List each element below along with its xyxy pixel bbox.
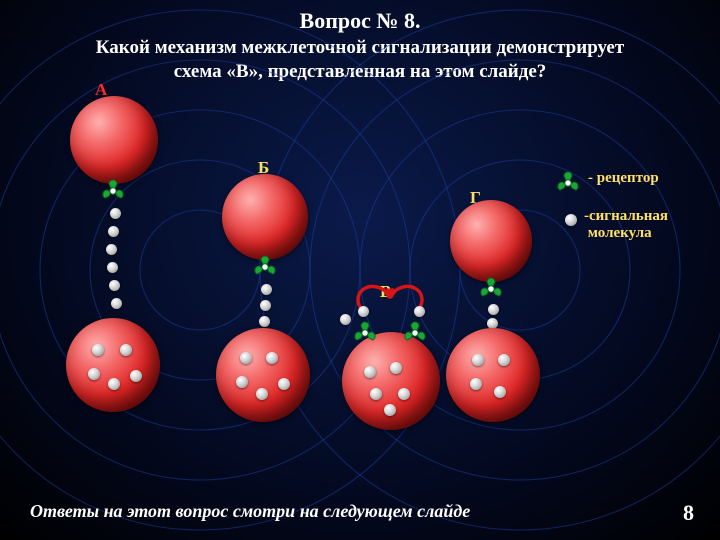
v-inner-mol-2 xyxy=(370,388,382,400)
b-bottom-cell xyxy=(216,328,310,422)
v-inner-mol-1 xyxy=(390,362,402,374)
b-inner-mol-4 xyxy=(278,378,290,390)
a-inner-mol-1 xyxy=(120,344,132,356)
footer-hint: Ответы на этот вопрос смотри на следующе… xyxy=(30,501,470,522)
page-number: 8 xyxy=(683,500,694,526)
b-inner-mol-1 xyxy=(266,352,278,364)
v-inner-mol-3 xyxy=(398,388,410,400)
label-v: В xyxy=(380,282,391,302)
v-top-mol-2 xyxy=(414,306,425,317)
legend-receptor-icon xyxy=(555,170,581,196)
g-inner-mol-2 xyxy=(470,378,482,390)
a-bottom-cell xyxy=(66,318,160,412)
a-trail-mol-2 xyxy=(106,244,117,255)
a-inner-mol-4 xyxy=(130,370,142,382)
b-top-cell xyxy=(222,174,308,260)
v-top-mol-1 xyxy=(358,306,369,317)
a-trail-mol-5 xyxy=(111,298,122,309)
a-trail-mol-4 xyxy=(109,280,120,291)
v-receptor-0 xyxy=(352,320,378,346)
a-trail-mol-0 xyxy=(110,208,121,219)
b-trail-mol-0 xyxy=(261,284,272,295)
v-inner-mol-4 xyxy=(384,404,396,416)
a-inner-mol-3 xyxy=(108,378,120,390)
b-inner-mol-0 xyxy=(240,352,252,364)
a-trail-mol-1 xyxy=(108,226,119,237)
a-receptor xyxy=(100,178,126,204)
a-trail-mol-3 xyxy=(107,262,118,273)
b-trail-mol-1 xyxy=(260,300,271,311)
a-inner-mol-2 xyxy=(88,368,100,380)
a-top-cell xyxy=(70,96,158,184)
a-inner-mol-0 xyxy=(92,344,104,356)
legend-molecule-text: -сигнальная молекула xyxy=(584,208,668,241)
g-receptor xyxy=(478,276,504,302)
legend-receptor-text: - рецептор xyxy=(588,170,659,187)
g-inner-mol-0 xyxy=(472,354,484,366)
b-receptor xyxy=(252,254,278,280)
b-inner-mol-3 xyxy=(256,388,268,400)
g-bottom-cell xyxy=(446,328,540,422)
v-receptor-1 xyxy=(402,320,428,346)
v-inner-mol-0 xyxy=(364,366,376,378)
g-between-mol-0 xyxy=(488,304,499,315)
g-inner-mol-1 xyxy=(498,354,510,366)
legend-molecule-icon xyxy=(565,214,577,226)
b-inner-mol-2 xyxy=(236,376,248,388)
g-inner-mol-3 xyxy=(494,386,506,398)
diagram-stage: А Б В Г - рецептор-сигнальная молекула xyxy=(0,0,720,540)
b-trail-mol-2 xyxy=(259,316,270,327)
v-top-mol-0 xyxy=(340,314,351,325)
g-top-cell xyxy=(450,200,532,282)
